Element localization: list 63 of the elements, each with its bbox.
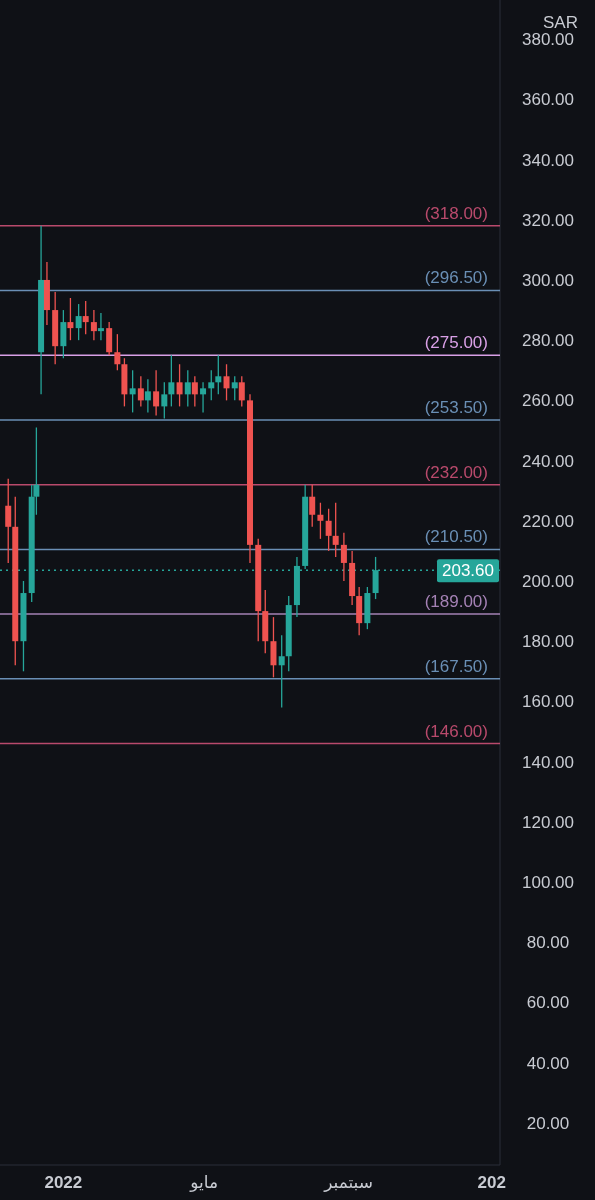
y-tick-label: 80.00 xyxy=(526,933,570,953)
candlestick xyxy=(114,333,121,371)
ref-line-label: (296.50) xyxy=(424,268,488,288)
y-tick-label: 340.00 xyxy=(522,150,574,170)
candlestick xyxy=(340,532,347,582)
candlestick xyxy=(153,369,160,417)
y-tick-label: 40.00 xyxy=(526,1053,570,1073)
x-tick-label: 2022 xyxy=(44,1173,83,1192)
ref-line-label: (146.00) xyxy=(424,721,488,741)
y-tick-label: 280.00 xyxy=(522,331,574,351)
candlestick xyxy=(317,502,324,540)
candlestick xyxy=(231,375,238,402)
y-tick-label: 300.00 xyxy=(522,270,574,290)
y-tick-label: 120.00 xyxy=(522,812,574,832)
candlestick xyxy=(129,369,136,414)
y-tick-label: 160.00 xyxy=(522,692,574,712)
candlestick xyxy=(184,369,191,408)
price-tag: 203.60 xyxy=(437,559,499,583)
y-tick-label: 60.00 xyxy=(526,993,570,1013)
candlestick xyxy=(97,312,104,341)
candlestick xyxy=(215,354,222,395)
candlestick xyxy=(325,508,332,552)
ref-line-label: (167.50) xyxy=(424,656,488,676)
candlestick xyxy=(90,309,97,341)
candlestick xyxy=(144,378,151,414)
candlestick xyxy=(309,484,316,528)
candlestick xyxy=(176,363,183,408)
y-tick-label: 380.00 xyxy=(522,30,574,50)
y-tick-label: 220.00 xyxy=(522,511,574,531)
y-tick-label: 20.00 xyxy=(526,1113,570,1133)
ref-line-label: (189.00) xyxy=(424,592,488,612)
candlestick xyxy=(208,369,215,402)
candlestick xyxy=(238,375,245,408)
candlestick xyxy=(168,354,175,408)
y-tick-label: 180.00 xyxy=(522,632,574,652)
candlestick xyxy=(278,634,285,709)
y-tick-label: 140.00 xyxy=(522,752,574,772)
ref-line-label: (275.00) xyxy=(424,333,488,353)
ref-line-label: (253.50) xyxy=(424,397,488,417)
candlestick xyxy=(191,375,198,408)
ref-line-label: 203.60 xyxy=(442,561,494,581)
y-axis-title: SAR xyxy=(543,13,578,32)
ref-line-label: (232.00) xyxy=(424,462,488,482)
y-tick-label: 200.00 xyxy=(522,571,574,591)
y-tick-label: 360.00 xyxy=(522,90,574,110)
candlestick xyxy=(200,381,207,414)
candlestick xyxy=(161,381,168,420)
candlestick xyxy=(75,303,82,341)
x-tick-label: سبتمبر xyxy=(323,1173,374,1192)
candlestick xyxy=(223,363,230,402)
candlestick xyxy=(67,297,74,341)
ref-line-label: (210.50) xyxy=(424,527,488,547)
candlestick xyxy=(5,477,12,564)
x-tick-label: مايو xyxy=(189,1173,219,1192)
ref-line-label: (318.00) xyxy=(424,203,488,223)
y-tick-label: 100.00 xyxy=(522,873,574,893)
y-tick-label: 240.00 xyxy=(522,451,574,471)
y-tick-label: 260.00 xyxy=(522,391,574,411)
y-tick-label: 320.00 xyxy=(522,210,574,230)
candlestick xyxy=(332,502,339,558)
candlestick xyxy=(137,375,144,408)
candlestick xyxy=(82,300,89,335)
x-tick-label: 202 xyxy=(477,1173,506,1192)
